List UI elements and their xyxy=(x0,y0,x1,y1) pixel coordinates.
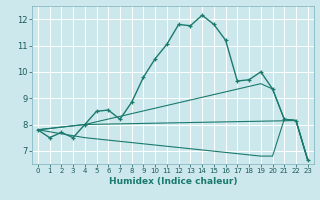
X-axis label: Humidex (Indice chaleur): Humidex (Indice chaleur) xyxy=(108,177,237,186)
